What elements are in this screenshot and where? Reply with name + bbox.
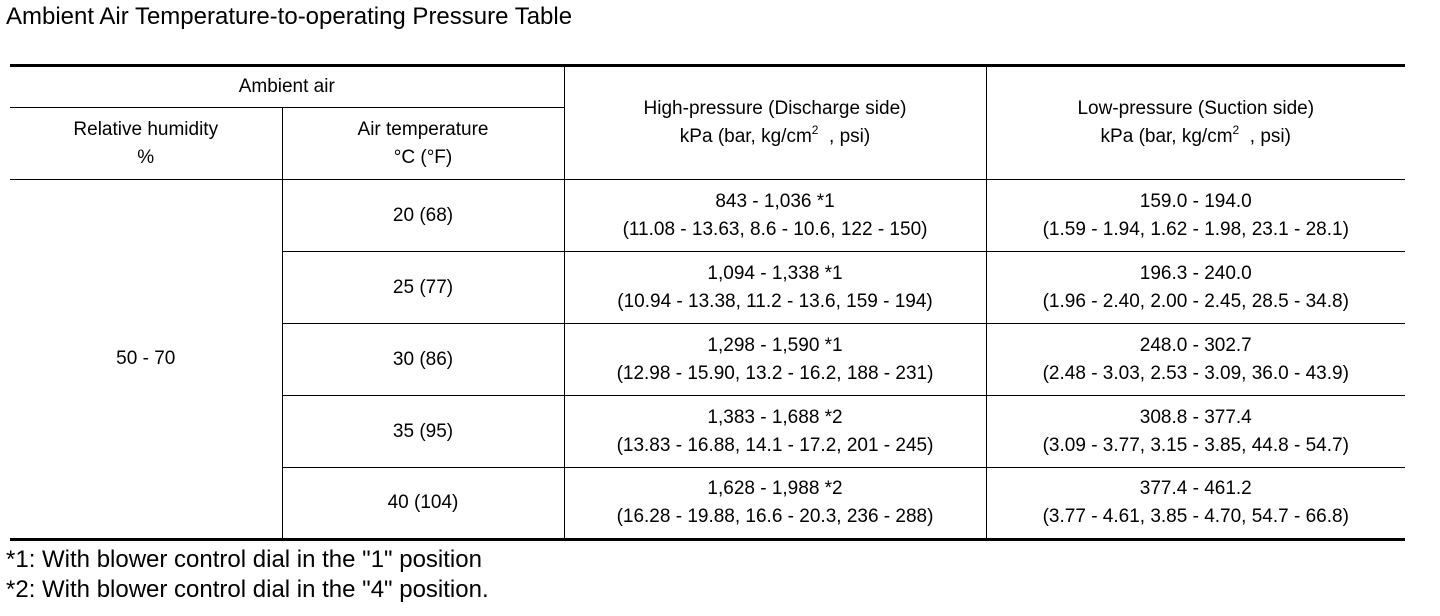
high-pressure-kpa: 843 - 1,036 *1 [715, 190, 835, 212]
low-pressure-conversions: (2.48 - 3.03, 2.53 - 3.09, 36.0 - 43.9) [1042, 362, 1349, 384]
low-pressure-kpa: 377.4 - 461.2 [1139, 478, 1252, 499]
low-pressure-cell: 248.0 - 302.7 (2.48 - 3.03, 2.53 - 3.09,… [985, 323, 1406, 396]
header-relative-humidity: Relative humidity % [10, 107, 283, 180]
footnote-1: *1: With blower control dial in the "1" … [6, 546, 482, 573]
footnotes: *1: With blower control dial in the "1" … [6, 545, 489, 605]
high-pressure-cell: 1,298 - 1,590 *1 (12.98 - 15.90, 13.2 - … [563, 323, 987, 396]
high-pressure-cell: 1,094 - 1,338 *1 (10.94 - 13.38, 11.2 - … [563, 251, 987, 324]
table-row: 30 (86) 1,298 - 1,590 *1 (12.98 - 15.90,… [10, 323, 1406, 396]
header-high-pressure: High-pressure (Discharge side) kPa (bar,… [563, 64, 987, 180]
low-pressure-cell: 377.4 - 461.2 (3.77 - 4.61, 3.85 - 4.70,… [985, 467, 1406, 541]
high-pressure-conversions: (12.98 - 15.90, 13.2 - 16.2, 188 - 231) [616, 362, 934, 384]
header-air-temp-label: Air temperature [357, 118, 489, 140]
table-row: 35 (95) 1,383 - 1,688 *2 (13.83 - 16.88,… [10, 395, 1406, 468]
header-high-units-suffix: , psi) [829, 126, 871, 147]
air-temp-cell: 20 (68) [281, 179, 565, 252]
low-pressure-conversions: (1.96 - 2.40, 2.00 - 2.45, 28.5 - 34.8) [1042, 290, 1349, 312]
air-temp-cell: 40 (104) [282, 467, 565, 541]
low-pressure-conversions: (3.77 - 4.61, 3.85 - 4.70, 54.7 - 66.8) [1042, 506, 1349, 527]
low-pressure-conversions: (1.59 - 1.94, 1.62 - 1.98, 23.1 - 28.1) [1042, 218, 1349, 240]
header-ambient-air: Ambient air [10, 64, 565, 108]
header-high-units-prefix: kPa (bar, kg/cm [679, 126, 812, 147]
header-low-units-prefix: kPa (bar, kg/cm [1100, 126, 1233, 147]
header-humidity-label: Relative humidity [73, 118, 219, 140]
high-pressure-kpa: 1,298 - 1,590 *1 [707, 334, 843, 356]
header-high-pressure-label: High-pressure (Discharge side) [643, 98, 907, 119]
header-high-units-superscript: 2 [811, 123, 819, 137]
table-row: 50 - 70 20 (68) 843 - 1,036 *1 (11.08 - … [10, 179, 1406, 541]
header-low-units-suffix: , psi) [1249, 126, 1291, 147]
air-temp-cell: 30 (86) [282, 323, 565, 396]
high-pressure-conversions: (16.28 - 19.88, 16.6 - 20.3, 236 - 288) [616, 506, 934, 527]
header-low-pressure-label: Low-pressure (Suction side) [1077, 98, 1315, 119]
table-row: 40 (104) 1,628 - 1,988 *2 (16.28 - 19.88… [10, 467, 1406, 541]
header-low-pressure: Low-pressure (Suction side) kPa (bar, kg… [985, 64, 1406, 180]
high-pressure-kpa: 1,094 - 1,338 *1 [707, 262, 843, 284]
low-pressure-conversions: (3.09 - 3.77, 3.15 - 3.85, 44.8 - 54.7) [1042, 434, 1349, 456]
high-pressure-conversions: (13.83 - 16.88, 14.1 - 17.2, 201 - 245) [616, 434, 934, 456]
page-title: Ambient Air Temperature-to-operating Pre… [6, 3, 573, 30]
footnote-2: *2: With blower control dial in the "4" … [6, 576, 489, 603]
humidity-value-cell: 50 - 70 [10, 179, 283, 541]
high-pressure-cell: 1,383 - 1,688 *2 (13.83 - 16.88, 14.1 - … [563, 395, 987, 468]
header-low-units-superscript: 2 [1232, 123, 1240, 137]
high-pressure-conversions: (10.94 - 13.38, 11.2 - 13.6, 159 - 194) [617, 290, 933, 312]
air-temp-cell: 25 (77) [282, 251, 565, 324]
low-pressure-kpa: 308.8 - 377.4 [1139, 406, 1252, 428]
low-pressure-kpa: 248.0 - 302.7 [1139, 334, 1252, 356]
low-pressure-kpa: 159.0 - 194.0 [1139, 190, 1252, 212]
high-pressure-cell: 1,628 - 1,988 *2 (16.28 - 19.88, 16.6 - … [563, 467, 987, 541]
high-pressure-conversions: (11.08 - 13.63, 8.6 - 10.6, 122 - 150) [622, 218, 928, 240]
header-humidity-unit: % [137, 146, 155, 168]
low-pressure-cell: 308.8 - 377.4 (3.09 - 3.77, 3.15 - 3.85,… [985, 395, 1406, 468]
air-temp-cell: 35 (95) [282, 395, 565, 468]
pressure-table: Ambient air High-pressure (Discharge sid… [10, 64, 1406, 541]
high-pressure-kpa: 1,383 - 1,688 *2 [707, 406, 843, 428]
table-header-row-top: Ambient air High-pressure (Discharge sid… [10, 64, 1406, 180]
header-high-pressure-units: kPa (bar, kg/cm2 , psi) [565, 123, 986, 151]
high-pressure-cell: 843 - 1,036 *1 (11.08 - 13.63, 8.6 - 10.… [563, 179, 987, 252]
low-pressure-cell: 159.0 - 194.0 (1.59 - 1.94, 1.62 - 1.98,… [985, 179, 1406, 252]
header-air-temp-unit: °C (°F) [393, 146, 453, 168]
header-air-temperature: Air temperature °C (°F) [281, 107, 565, 180]
low-pressure-kpa: 196.3 - 240.0 [1139, 262, 1252, 284]
header-low-pressure-units: kPa (bar, kg/cm2 , psi) [987, 123, 1406, 151]
low-pressure-cell: 196.3 - 240.0 (1.96 - 2.40, 2.00 - 2.45,… [985, 251, 1406, 324]
table-row: 25 (77) 1,094 - 1,338 *1 (10.94 - 13.38,… [10, 251, 1406, 324]
table-header-row-bottom: Relative humidity % Air temperature °C (… [10, 107, 1405, 180]
high-pressure-kpa: 1,628 - 1,988 *2 [707, 478, 843, 499]
